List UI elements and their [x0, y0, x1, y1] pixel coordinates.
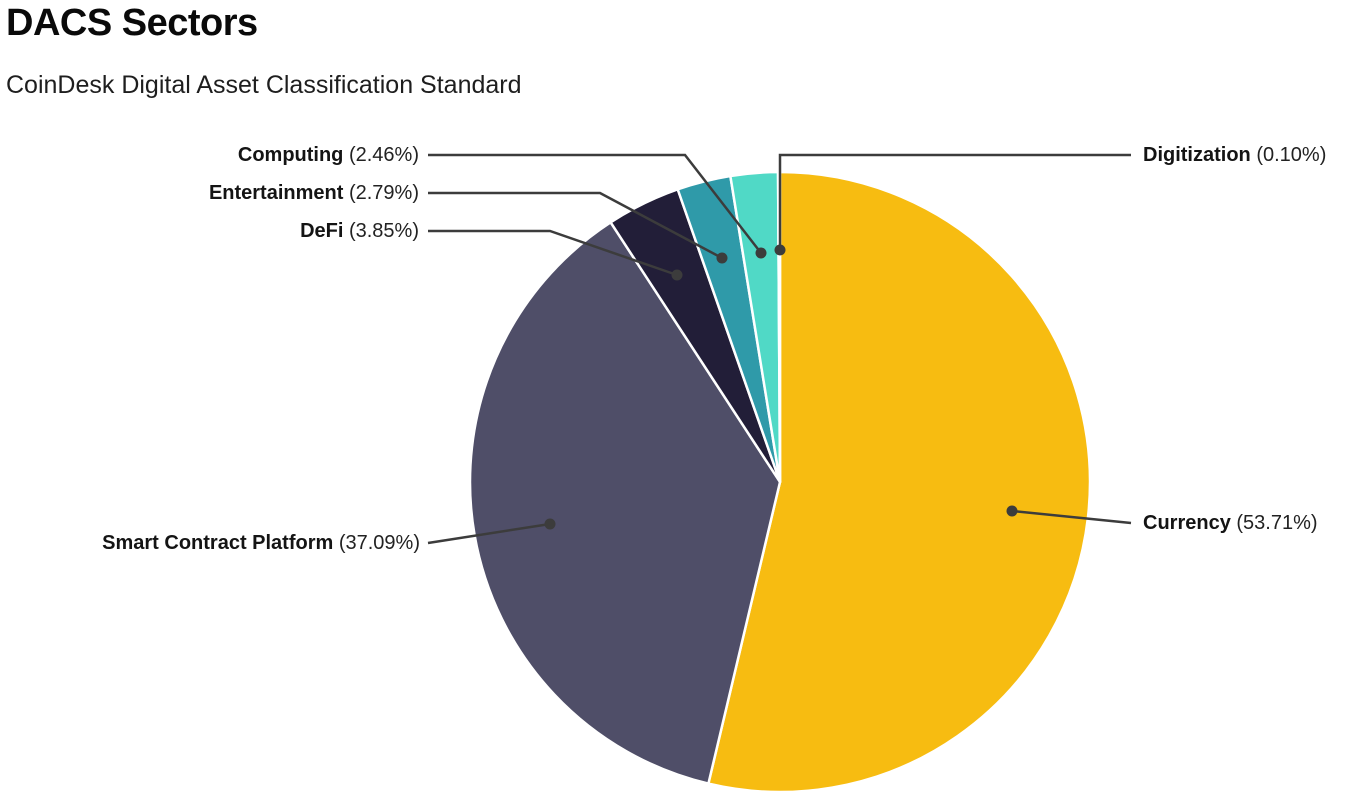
sector-percent-computing: (2.46%)	[348, 144, 419, 166]
sector-percent-currency: (53.71%)	[1236, 512, 1318, 534]
callout-label-defi: DeFi (3.85%)	[300, 219, 419, 243]
sector-percent-entertainment: (2.79%)	[348, 182, 419, 204]
callout-dot-smart-contract-platform	[544, 518, 556, 530]
callout-label-smart-contract-platform: Smart Contract Platform (37.09%)	[102, 531, 420, 555]
callout-line-digitization	[778, 153, 1131, 250]
sector-percent-defi: (3.85%)	[348, 220, 419, 242]
callout-label-currency: Currency (53.71%)	[1143, 511, 1318, 535]
page-subtitle: CoinDesk Digital Asset Classification St…	[6, 71, 522, 99]
sector-percent-digitization: (0.10%)	[1256, 144, 1327, 166]
sector-name-entertainment: Entertainment	[208, 182, 344, 204]
callout-label-computing: Computing (2.46%)	[238, 143, 419, 167]
sector-name-computing: Computing	[237, 144, 344, 166]
sector-name-smart-contract-platform: Smart Contract Platform	[102, 532, 334, 554]
callout-line-defi	[428, 229, 678, 277]
callout-label-entertainment: Entertainment (2.79%)	[209, 181, 419, 205]
callout-label-digitization: Digitization (0.10%)	[1143, 143, 1326, 167]
callout-dot-computing	[755, 247, 767, 259]
sector-name-defi: DeFi	[300, 220, 344, 242]
sector-percent-smart-contract-platform: (37.09%)	[338, 532, 420, 554]
sector-name-currency: Currency	[1143, 512, 1231, 534]
callout-line-smart-contract-platform	[427, 522, 551, 545]
callout-dot-currency	[1006, 505, 1018, 517]
callout-dot-defi	[671, 269, 683, 281]
page-title: DACS Sectors	[6, 2, 258, 44]
callout-line-currency	[1011, 509, 1132, 525]
callout-dot-digitization	[774, 244, 786, 256]
callout-dot-entertainment	[716, 252, 728, 264]
callout-line-computing	[428, 153, 762, 254]
callout-line-entertainment	[428, 191, 723, 260]
sector-name-digitization: Digitization	[1143, 144, 1251, 166]
